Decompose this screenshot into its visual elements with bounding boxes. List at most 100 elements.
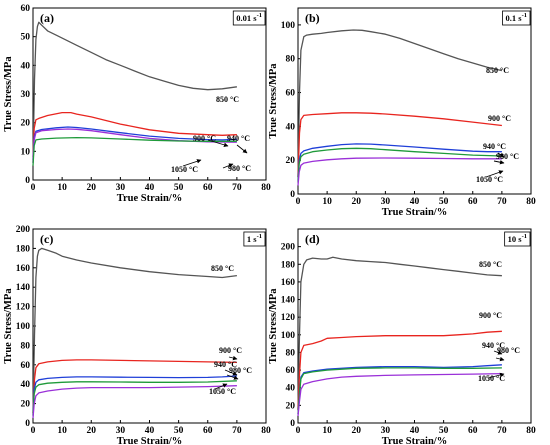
annotation-arrow [226, 374, 239, 380]
chart-panel-3: 0 10 20 30 40 50 60 70 80 0 20 40 60 80 100 120 140 160 18… [3, 225, 271, 445]
series-line-850c [297, 29, 503, 178]
y-tick-label: 80 [286, 55, 296, 65]
annotation-label: 850 °C [216, 95, 239, 104]
x-tick-label: 60 [203, 183, 213, 193]
x-tick-label: 70 [232, 183, 242, 193]
y-axis-label: True Stress/MPa [3, 56, 14, 132]
y-tick-label: 20 [21, 119, 31, 129]
strain-rate-label: 0.01 s-1 [236, 12, 262, 23]
strain-rate-box: 1 s-1 [243, 231, 266, 247]
annotation-label: 900 °C [479, 311, 502, 320]
series-line-900c [297, 330, 502, 410]
y-tick-label: 40 [286, 384, 296, 394]
annotation-label: 850 °C [486, 66, 509, 75]
annotation-arrow [224, 369, 238, 376]
annotation-arrow [493, 350, 503, 355]
y-tick-label: 0 [25, 419, 30, 429]
strain-rate-label: 1 s-1 [247, 233, 262, 244]
x-tick-label: 0 [296, 197, 301, 207]
x-tick-label: 30 [116, 426, 126, 436]
series-line-900c [297, 112, 502, 178]
x-tick-label: 70 [497, 197, 507, 207]
series-line-850c [32, 21, 237, 163]
series-line-980c [297, 147, 502, 183]
annotation-arrow [236, 144, 248, 154]
y-tick-label: 200 [16, 225, 31, 235]
strain-rate-frame [504, 231, 531, 247]
y-tick-label: 10 [21, 147, 31, 157]
x-tick-label: 50 [439, 197, 449, 207]
strain-rate-label: 0.1 s-1 [506, 12, 527, 23]
plot-frame [297, 228, 532, 424]
x-tick-label: 50 [174, 183, 184, 193]
x-axis-label: True Strain/% [117, 436, 182, 445]
x-tick-label: 30 [381, 426, 391, 436]
annotation-arrow [228, 355, 238, 361]
annotation-label: 980 °C [496, 152, 519, 161]
x-tick-label: 40 [410, 426, 420, 436]
strain-rate-frame [232, 10, 266, 26]
x-tick-label: 10 [322, 426, 332, 436]
y-tick-label: 0 [290, 190, 295, 200]
x-tick-label: 70 [497, 426, 507, 436]
y-tick-label: 60 [286, 366, 296, 376]
series-line-1050c [297, 157, 502, 186]
x-tick-label: 0 [296, 426, 301, 436]
y-tick-label: 140 [281, 296, 296, 306]
x-tick-label: 80 [261, 183, 271, 193]
strain-rate-box: 0.01 s-1 [232, 10, 266, 26]
y-tick-label: 160 [281, 278, 296, 288]
y-tick-label: 120 [281, 313, 296, 323]
series-line-1050c [32, 136, 237, 166]
x-tick-label: 60 [468, 197, 478, 207]
chart-panel-4: 0 10 20 30 40 50 60 70 80 0 20 40 60 80 100 120 140 160 18… [268, 228, 536, 445]
panel-tag: (c) [40, 232, 53, 246]
y-tick-label: 20 [21, 400, 31, 410]
annotation-arrow [214, 383, 228, 390]
x-tick-label: 40 [145, 183, 155, 193]
x-tick-label: 30 [116, 183, 126, 193]
panel-tag: (d) [305, 232, 320, 246]
y-tick-label: 120 [16, 303, 31, 313]
annotation-label: 940 °C [214, 360, 237, 369]
annotation-arrow [222, 163, 234, 169]
annotation-arrow [495, 356, 505, 362]
annotation-label: 900 °C [193, 134, 216, 143]
y-tick-label: 40 [286, 122, 296, 132]
plot-frame [32, 7, 267, 181]
x-tick-label: 70 [232, 426, 242, 436]
y-tick-label: 60 [21, 361, 31, 371]
annotation-label: 940 °C [483, 142, 506, 151]
y-tick-label: 0 [25, 176, 30, 186]
x-tick-label: 60 [203, 426, 213, 436]
y-tick-label: 180 [16, 244, 31, 254]
x-tick-label: 80 [526, 197, 536, 207]
x-tick-label: 0 [31, 426, 36, 436]
series-line-940c [297, 364, 502, 415]
chart-panel-2: 0 10 20 30 40 50 60 70 80 0 20 40 60 80 100 True Strain… [268, 7, 536, 218]
x-tick-label: 10 [322, 197, 332, 207]
x-tick-label: 80 [261, 426, 271, 436]
annotation-arrow [493, 159, 505, 165]
annotation-arrow [207, 139, 229, 147]
y-tick-label: 160 [16, 264, 31, 274]
y-tick-label: 80 [286, 348, 296, 358]
y-tick-label: 40 [21, 380, 31, 390]
annotation-label: 1050 °C [478, 374, 505, 383]
annotation-arrow [497, 152, 505, 158]
y-tick-label: 40 [21, 61, 31, 71]
x-tick-label: 40 [145, 426, 155, 436]
x-tick-label: 20 [352, 197, 362, 207]
series-line-940c [297, 143, 502, 181]
y-tick-label: 0 [290, 419, 295, 429]
y-tick-label: 60 [286, 89, 296, 99]
y-tick-label: 100 [281, 21, 296, 31]
annotation-label: 1050 °C [476, 175, 503, 184]
y-tick-label: 80 [21, 341, 31, 351]
strain-rate-box: 0.1 s-1 [502, 10, 531, 26]
y-tick-label: 140 [16, 283, 31, 293]
x-tick-label: 50 [174, 426, 184, 436]
y-tick-label: 100 [16, 322, 31, 332]
y-tick-label: 30 [21, 90, 31, 100]
